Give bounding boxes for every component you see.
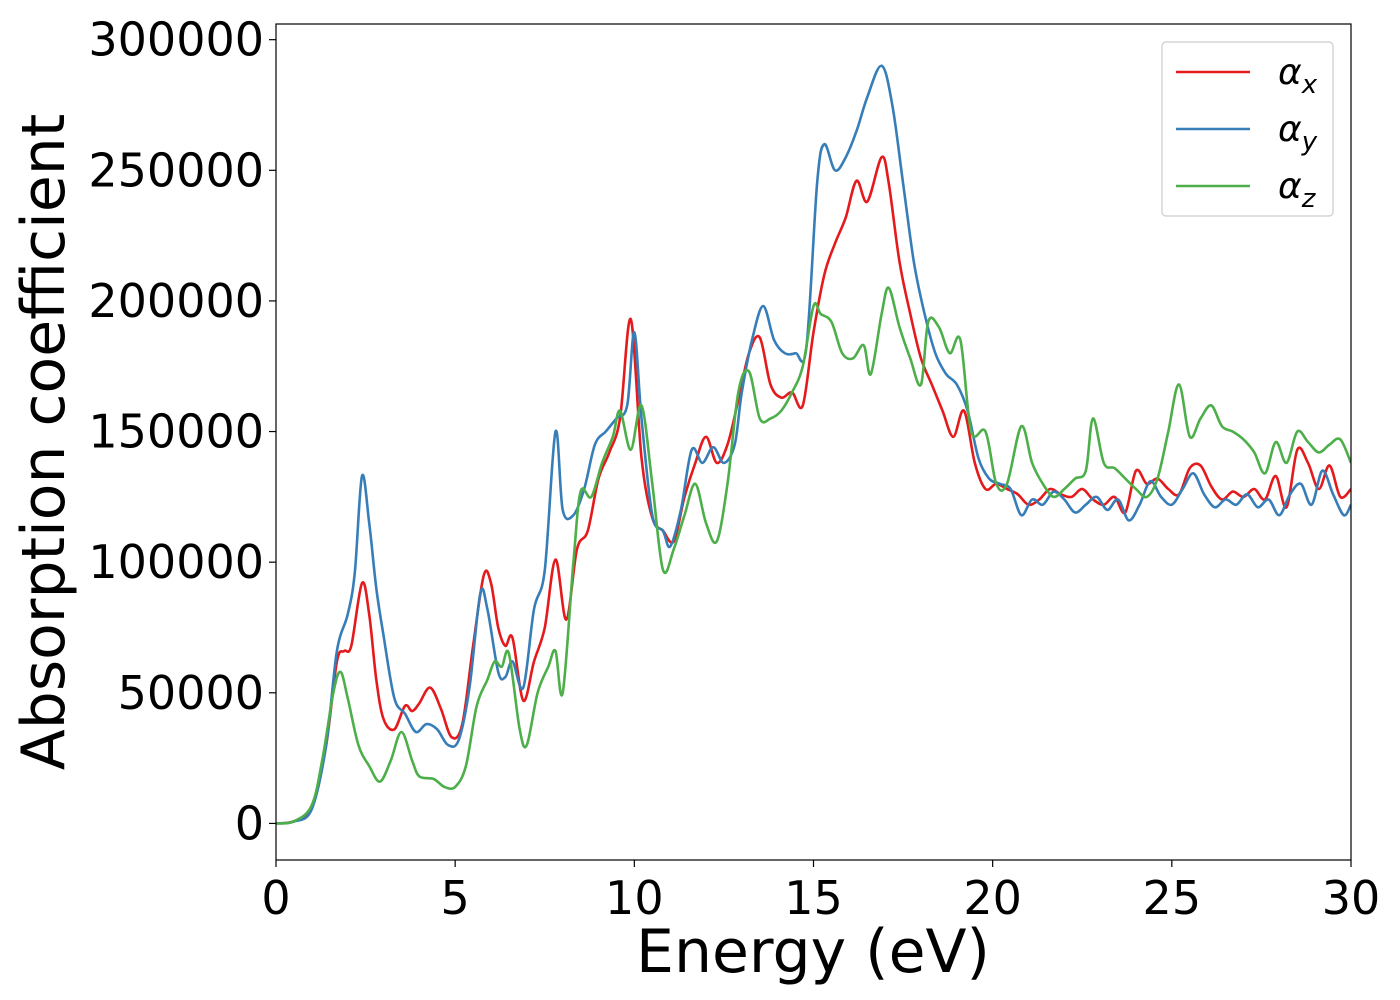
y-tick-label: 50000 bbox=[118, 666, 264, 720]
x-tick-label: 5 bbox=[441, 871, 470, 925]
x-tick-label: 15 bbox=[784, 871, 843, 925]
series-line-alpha-z bbox=[276, 286, 1351, 825]
x-tick-label: 10 bbox=[605, 871, 664, 925]
legend-subscript: z bbox=[1301, 184, 1317, 214]
legend-subscript: x bbox=[1301, 70, 1318, 100]
y-tick-label: 250000 bbox=[88, 143, 264, 197]
x-tick-label: 0 bbox=[261, 871, 290, 925]
y-axis-label: Absorption coefficient bbox=[9, 114, 79, 771]
series-line-alpha-x bbox=[276, 155, 1351, 825]
x-axis-label: Energy (eV) bbox=[636, 917, 990, 987]
x-tick-label: 30 bbox=[1322, 871, 1381, 925]
legend-symbol: α bbox=[1278, 109, 1302, 150]
legend-subscript: y bbox=[1301, 127, 1318, 157]
y-tick-label: 200000 bbox=[88, 274, 264, 328]
series-layer bbox=[276, 64, 1351, 825]
series-line-alpha-y bbox=[276, 64, 1351, 825]
legend-label-alpha-z: αz bbox=[1278, 166, 1317, 214]
y-tick-label: 150000 bbox=[88, 405, 264, 459]
y-tick-label: 300000 bbox=[88, 13, 264, 67]
x-tick-label: 25 bbox=[1143, 871, 1202, 925]
x-tick-label: 20 bbox=[963, 871, 1022, 925]
legend-label-alpha-y: αy bbox=[1278, 109, 1318, 157]
legend-symbol: α bbox=[1278, 52, 1302, 93]
y-tick-label: 100000 bbox=[88, 535, 264, 589]
legend-label-alpha-x: αx bbox=[1278, 52, 1318, 100]
y-tick-label: 0 bbox=[235, 796, 264, 850]
ticks-layer: 0 5 10 15 20 25 30 0 50000 100000 150000 200000 2500… bbox=[88, 13, 1380, 925]
legend-symbol: α bbox=[1278, 166, 1302, 207]
